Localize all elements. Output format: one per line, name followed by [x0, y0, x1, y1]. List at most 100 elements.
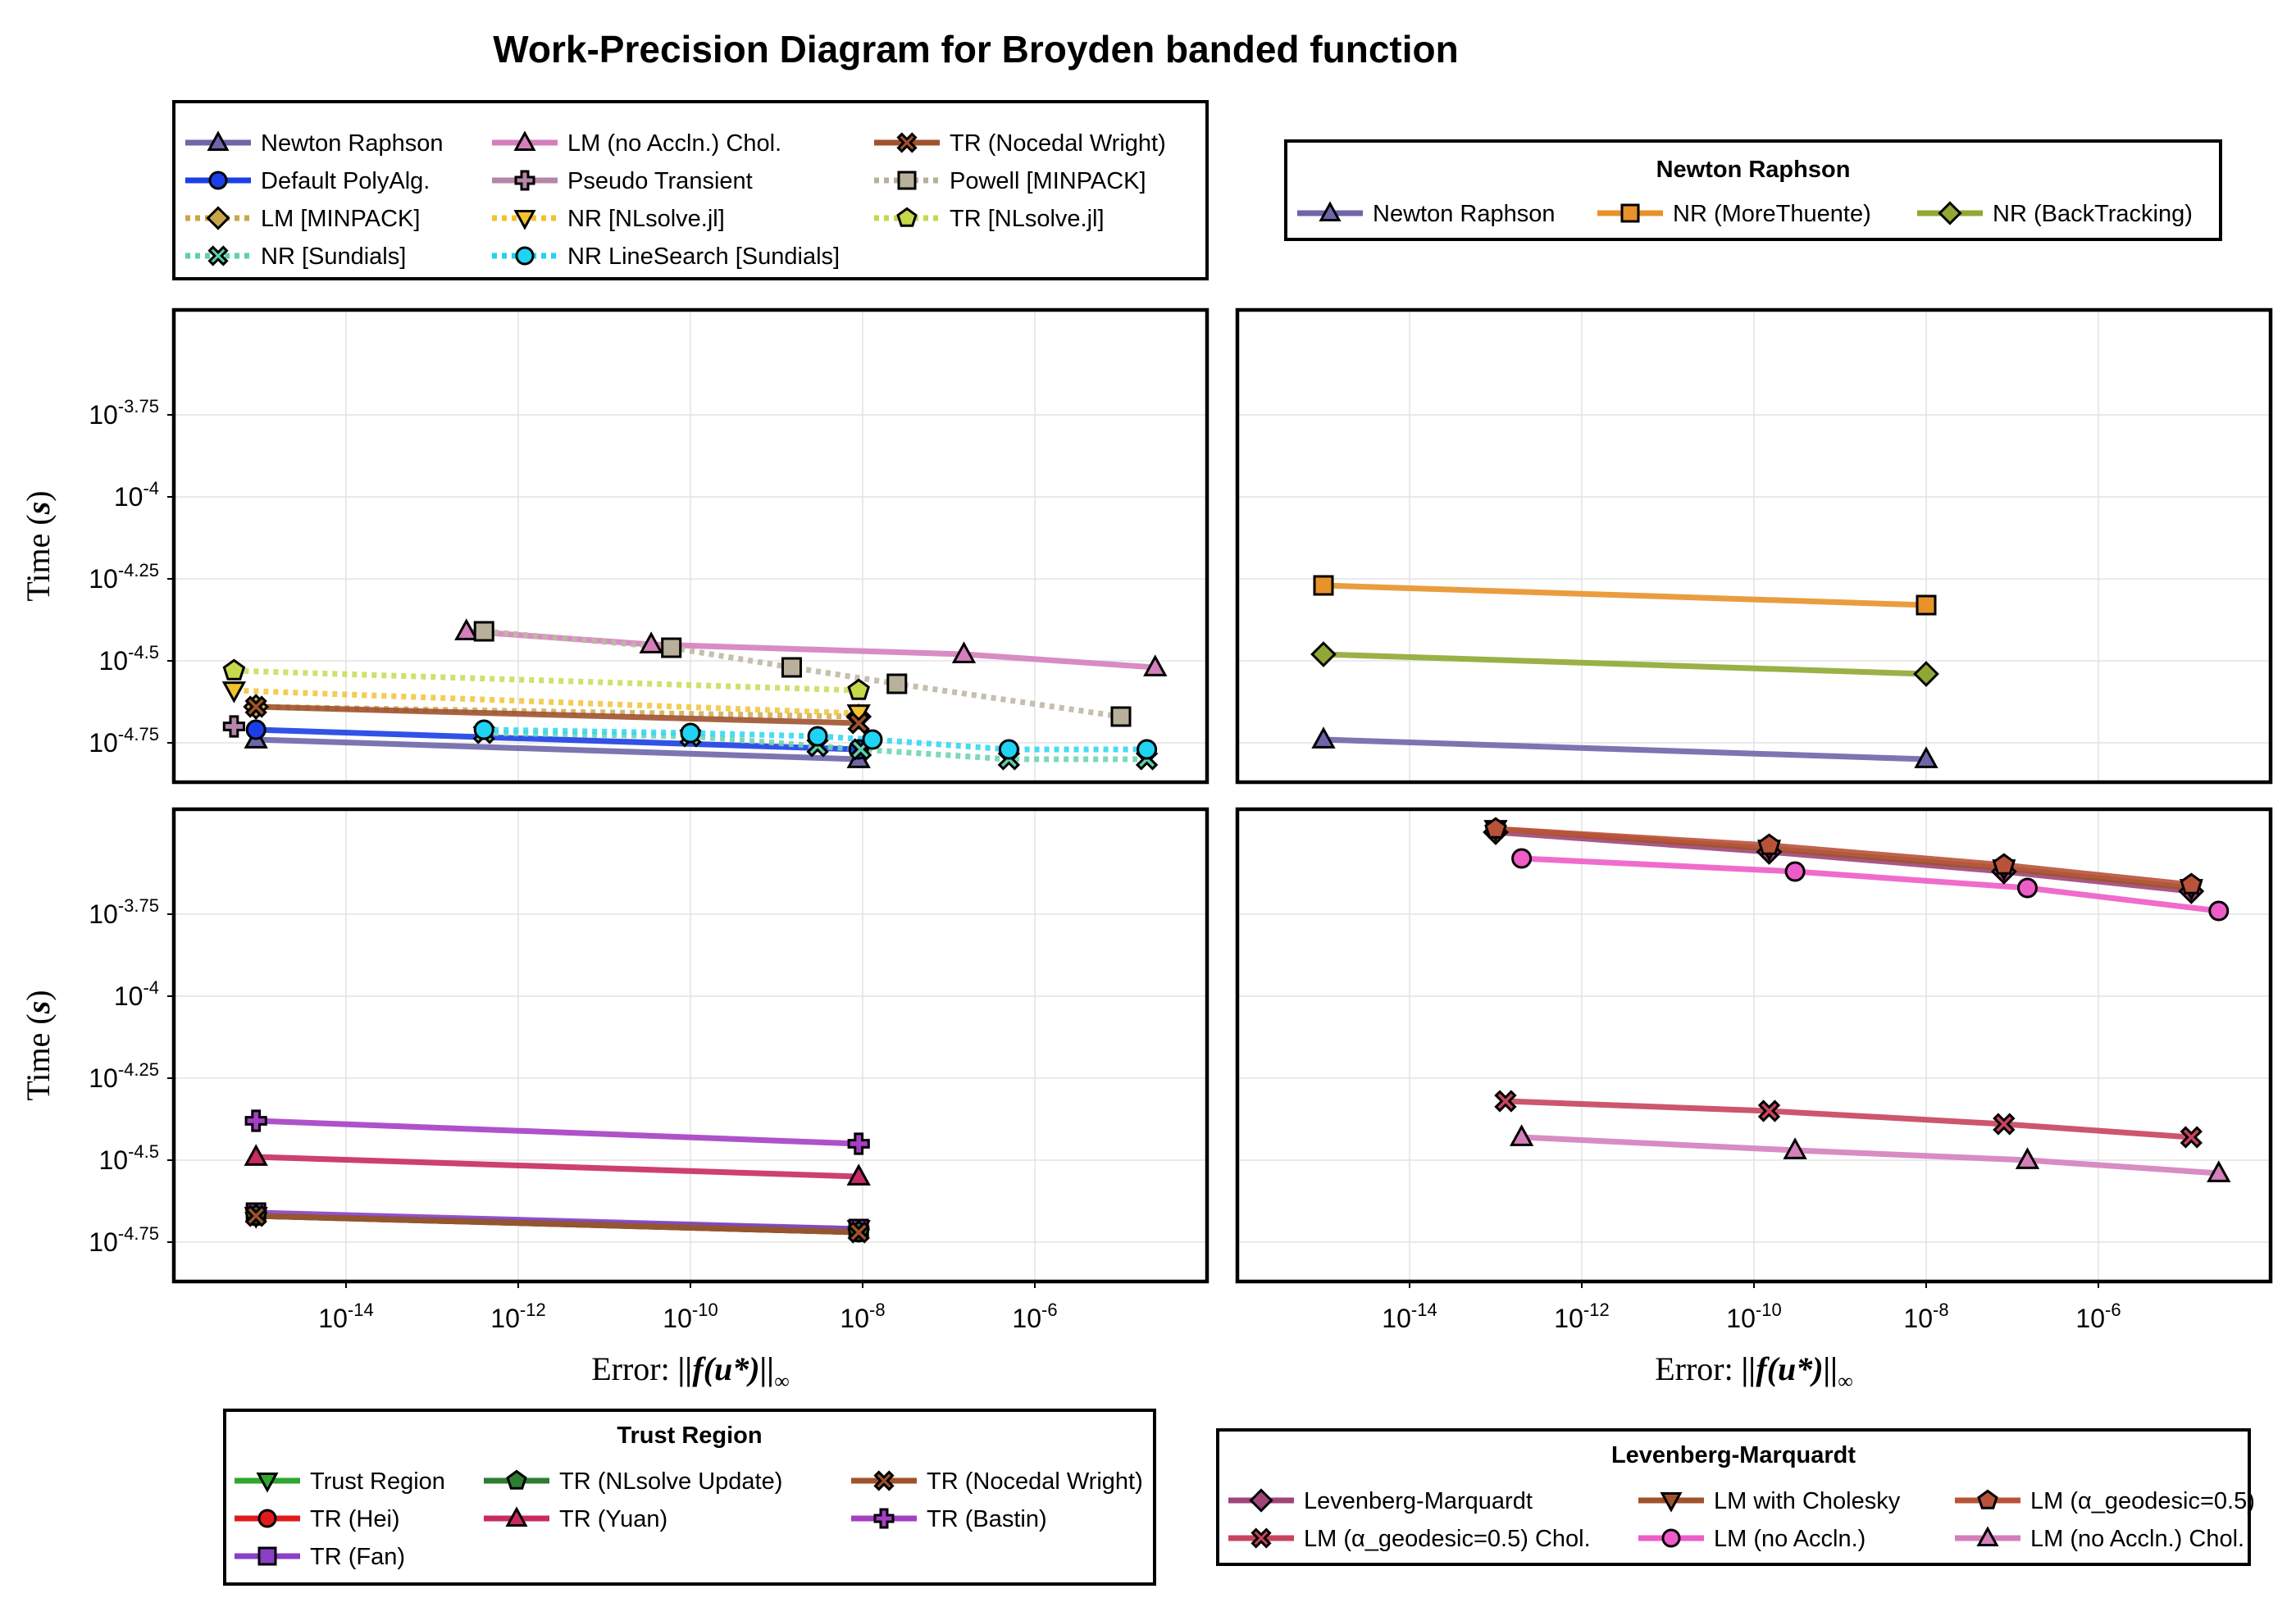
- data-point: [998, 739, 1019, 760]
- legend-entry: Levenberg-Marquardt: [1228, 1488, 1533, 1514]
- data-point: [1511, 848, 1533, 869]
- chart-title: Work-Precision Diagram for Broyden bande…: [493, 28, 1458, 71]
- x-tick-label: 10-10: [663, 1300, 718, 1333]
- data-point: [221, 681, 247, 703]
- legend-marker: [206, 206, 230, 230]
- legend-entry: Powell [MINPACK]: [874, 168, 1146, 194]
- x-tick-label: 10-14: [1382, 1300, 1437, 1333]
- data-point: [661, 637, 682, 658]
- data-point: [2015, 1147, 2040, 1169]
- series-line-4: [466, 628, 1156, 671]
- x-tick-label: 10-6: [1012, 1300, 1057, 1333]
- legend-label: NR (MoreThuente): [1673, 201, 1871, 227]
- legend-box: [1284, 139, 2222, 241]
- plot-frame: [1235, 307, 2273, 785]
- legend-box: [1216, 1428, 2251, 1566]
- data-point: [2207, 1160, 2231, 1182]
- legend-entry: NR [Sundials]: [185, 244, 406, 270]
- legend-marker: [1977, 1489, 1998, 1509]
- x-tick-label: 10-8: [840, 1300, 885, 1333]
- y-tick-label: 10-4.75: [89, 1223, 159, 1257]
- data-point: [1313, 575, 1334, 596]
- legend-marker: [505, 1506, 528, 1527]
- legend-trust-region: Trust Region Trust Region TR (Hei) TR (Fan)…: [223, 1409, 1156, 1586]
- legend-marker: [1976, 1526, 1999, 1546]
- data-point: [222, 658, 246, 681]
- legend-entry: Pseudo Transient: [492, 168, 753, 194]
- legend-label: TR (Bastin): [927, 1506, 1047, 1532]
- legend-entry: NR (BackTracking): [1917, 201, 2193, 227]
- data-point: [1784, 861, 1806, 882]
- data-point: [1311, 726, 1336, 749]
- legend-box: [223, 1409, 1156, 1586]
- legend-entry: TR (Hei): [235, 1506, 400, 1532]
- legend-label: LM (no Accln.): [1714, 1526, 1866, 1552]
- legend-label: Pseudo Transient: [567, 168, 753, 194]
- legend-title: Levenberg-Marquardt: [1611, 1442, 1856, 1468]
- plot-frame: [171, 307, 1210, 785]
- data-point: [1110, 706, 1132, 727]
- grid: [174, 809, 1207, 1282]
- series-line-2: [1495, 826, 2192, 888]
- data-point: [1783, 1137, 1807, 1159]
- legend-box: [172, 100, 1209, 280]
- data-point: [807, 726, 828, 747]
- panel-bottom-right: 10-14 10-12 10-10 10-8 10-6 Error: ||f(u*)||∞: [1235, 807, 2273, 1393]
- panel-top-right: [1235, 307, 2273, 785]
- data-point: [1484, 817, 1507, 839]
- legend-marker: [257, 1546, 277, 1566]
- series-line-0: [1495, 829, 2192, 895]
- series-line-5: [1521, 1134, 2220, 1177]
- data-point: [244, 1204, 267, 1227]
- legend-label: LM (α_geodesic=0.5): [2030, 1488, 2255, 1514]
- legend-entry: LM [MINPACK]: [185, 206, 420, 232]
- legend-label: Levenberg-Marquardt: [1304, 1488, 1533, 1514]
- legend-marker: [896, 132, 918, 153]
- legend-label: Default PolyAlg.: [261, 168, 430, 194]
- data-point: [1914, 746, 1938, 768]
- y-tick-label: 10-3.75: [89, 895, 159, 929]
- series-line-6: [256, 1118, 859, 1147]
- legend-label: LM with Cholesky: [1714, 1488, 1901, 1514]
- data-point: [2180, 1126, 2203, 1149]
- legend-marker: [256, 1473, 279, 1493]
- data-point: [244, 1144, 268, 1166]
- grid: [1237, 809, 2271, 1282]
- legend-label: TR (Fan): [310, 1544, 405, 1570]
- legend-label: NR (BackTracking): [1993, 201, 2193, 227]
- x-axis-label: Error: ||f(u*)||∞: [1655, 1350, 1853, 1393]
- data-point: [847, 712, 870, 735]
- legend-marker: [207, 130, 230, 151]
- data-point: [862, 729, 883, 750]
- legend-entry: TR (Bastin): [851, 1506, 1047, 1532]
- series-line-5: [256, 1213, 859, 1236]
- legend-marker: [208, 171, 228, 190]
- data-point: [1494, 1090, 1517, 1113]
- legend-label: Newton Raphson: [261, 130, 443, 157]
- legend-entry: LM (α_geodesic=0.5) Chol.: [1228, 1526, 1591, 1552]
- legend-marker: [873, 1470, 895, 1491]
- legend-entry: Newton Raphson: [1297, 201, 1555, 227]
- legend-entry: LM (no Accln.) Chol.: [492, 130, 781, 157]
- data-point: [245, 719, 266, 740]
- legend-title: Newton Raphson: [1656, 157, 1851, 183]
- data-point: [1757, 1099, 1781, 1122]
- data-point: [639, 631, 663, 653]
- x-tick-label: 10-12: [490, 1300, 545, 1333]
- y-tick-label: 10-4.25: [89, 560, 159, 594]
- series-line-0: [1323, 736, 1927, 763]
- data-point: [222, 715, 245, 738]
- legend-label: LM (α_geodesic=0.5) Chol.: [1304, 1526, 1591, 1552]
- legend-marker: [1250, 1527, 1272, 1549]
- data-point: [1310, 641, 1337, 667]
- legend-newton: Newton Raphson Newton Raphson NR (MoreThue…: [1284, 139, 2222, 241]
- data-point: [886, 673, 908, 694]
- legend-label: Powell [MINPACK]: [950, 168, 1146, 194]
- data-point: [847, 1221, 870, 1244]
- legend-marker: [506, 1469, 527, 1490]
- legend-entry: NR LineSearch [Sundials]: [492, 244, 840, 270]
- legend-entry: LM (α_geodesic=0.5): [1955, 1488, 2255, 1514]
- legend-title: Trust Region: [617, 1423, 762, 1449]
- legend-label: NR LineSearch [Sundials]: [567, 244, 840, 270]
